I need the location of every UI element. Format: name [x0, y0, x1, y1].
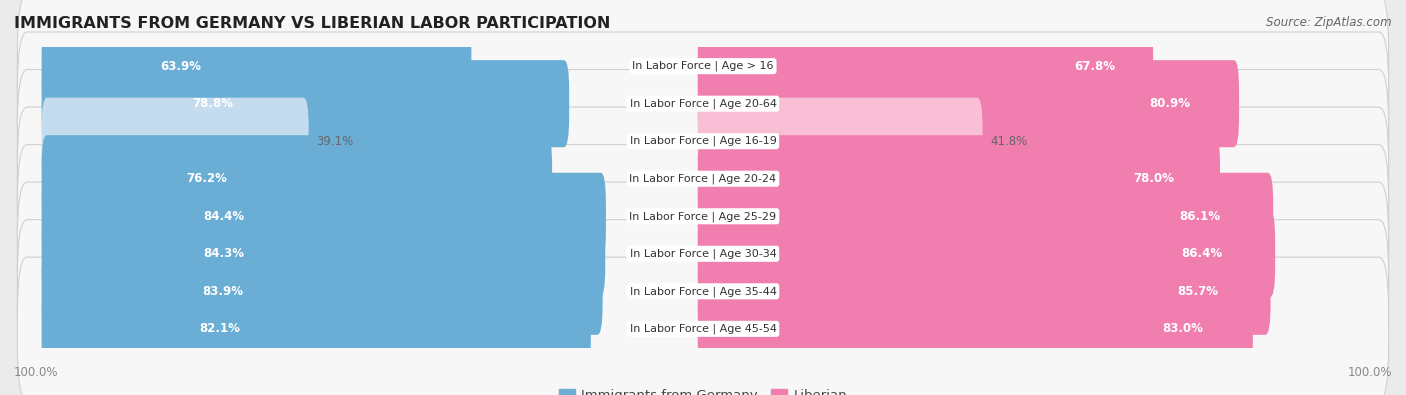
Text: In Labor Force | Age 45-54: In Labor Force | Age 45-54	[630, 324, 776, 334]
Text: 83.0%: 83.0%	[1161, 322, 1202, 335]
FancyBboxPatch shape	[42, 173, 606, 260]
FancyBboxPatch shape	[42, 60, 569, 147]
Text: 41.8%: 41.8%	[990, 135, 1028, 148]
FancyBboxPatch shape	[697, 60, 1239, 147]
FancyBboxPatch shape	[17, 32, 1389, 175]
Text: 80.9%: 80.9%	[1150, 97, 1191, 110]
Text: 100.0%: 100.0%	[1347, 366, 1392, 379]
Text: 39.1%: 39.1%	[316, 135, 354, 148]
Text: 85.7%: 85.7%	[1177, 285, 1219, 298]
Text: In Labor Force | Age 30-34: In Labor Force | Age 30-34	[630, 248, 776, 259]
Text: 86.1%: 86.1%	[1180, 210, 1220, 223]
FancyBboxPatch shape	[17, 107, 1389, 250]
FancyBboxPatch shape	[697, 173, 1274, 260]
FancyBboxPatch shape	[17, 220, 1389, 363]
Text: 82.1%: 82.1%	[198, 322, 239, 335]
Text: In Labor Force | Age > 16: In Labor Force | Age > 16	[633, 61, 773, 71]
Text: 78.0%: 78.0%	[1133, 172, 1174, 185]
Text: In Labor Force | Age 16-19: In Labor Force | Age 16-19	[630, 136, 776, 147]
FancyBboxPatch shape	[17, 257, 1389, 395]
FancyBboxPatch shape	[42, 248, 603, 335]
Text: 67.8%: 67.8%	[1074, 60, 1115, 73]
Legend: Immigrants from Germany, Liberian: Immigrants from Germany, Liberian	[554, 384, 852, 395]
FancyBboxPatch shape	[697, 98, 983, 185]
Text: In Labor Force | Age 35-44: In Labor Force | Age 35-44	[630, 286, 776, 297]
Text: In Labor Force | Age 20-64: In Labor Force | Age 20-64	[630, 98, 776, 109]
FancyBboxPatch shape	[42, 23, 471, 110]
FancyBboxPatch shape	[17, 0, 1389, 138]
Text: 83.9%: 83.9%	[202, 285, 243, 298]
FancyBboxPatch shape	[697, 23, 1153, 110]
FancyBboxPatch shape	[42, 135, 553, 222]
Text: 84.3%: 84.3%	[204, 247, 245, 260]
FancyBboxPatch shape	[17, 182, 1389, 325]
FancyBboxPatch shape	[697, 248, 1271, 335]
Text: 100.0%: 100.0%	[14, 366, 59, 379]
Text: 63.9%: 63.9%	[160, 60, 201, 73]
Text: IMMIGRANTS FROM GERMANY VS LIBERIAN LABOR PARTICIPATION: IMMIGRANTS FROM GERMANY VS LIBERIAN LABO…	[14, 16, 610, 31]
Text: 86.4%: 86.4%	[1181, 247, 1222, 260]
FancyBboxPatch shape	[17, 70, 1389, 213]
FancyBboxPatch shape	[42, 285, 591, 372]
Text: 84.4%: 84.4%	[204, 210, 245, 223]
Text: 76.2%: 76.2%	[187, 172, 228, 185]
Text: In Labor Force | Age 25-29: In Labor Force | Age 25-29	[630, 211, 776, 222]
Text: Source: ZipAtlas.com: Source: ZipAtlas.com	[1267, 16, 1392, 29]
FancyBboxPatch shape	[697, 210, 1275, 297]
FancyBboxPatch shape	[42, 98, 309, 185]
Text: 78.8%: 78.8%	[191, 97, 233, 110]
Text: In Labor Force | Age 20-24: In Labor Force | Age 20-24	[630, 173, 776, 184]
FancyBboxPatch shape	[17, 145, 1389, 288]
FancyBboxPatch shape	[42, 210, 605, 297]
FancyBboxPatch shape	[697, 135, 1220, 222]
FancyBboxPatch shape	[697, 285, 1253, 372]
